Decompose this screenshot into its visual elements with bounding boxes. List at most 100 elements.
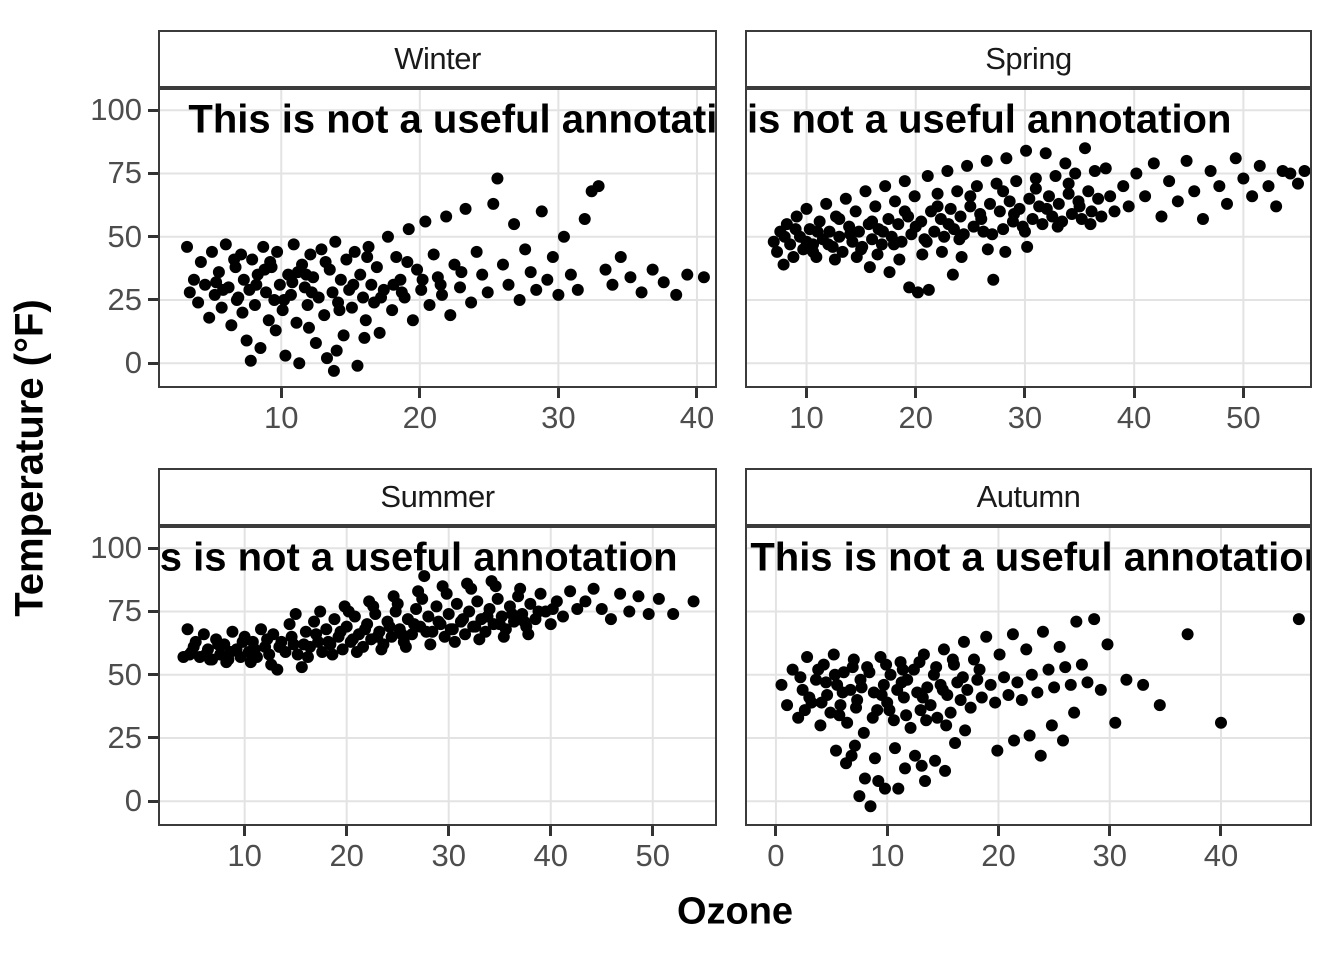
x-tick-label: 40 xyxy=(1116,400,1152,435)
x-tick-label: 30 xyxy=(541,400,576,435)
data-point xyxy=(359,623,372,636)
data-point xyxy=(1099,162,1112,175)
x-tick-mark xyxy=(556,388,560,398)
data-point xyxy=(866,215,879,228)
data-point xyxy=(541,273,554,286)
data-point xyxy=(373,326,386,339)
data-point xyxy=(961,159,974,172)
x-tick-mark xyxy=(447,826,451,836)
x-tick-label: 30 xyxy=(431,838,466,873)
data-point xyxy=(812,663,825,676)
data-point xyxy=(1180,154,1193,167)
data-point xyxy=(370,261,383,274)
data-point xyxy=(293,357,306,370)
x-tick-mark xyxy=(1241,388,1245,398)
data-point xyxy=(1181,628,1194,641)
data-point xyxy=(980,154,993,167)
y-tick-mark xyxy=(148,799,158,803)
y-tick-label: 0 xyxy=(124,345,142,381)
data-point xyxy=(931,711,944,724)
data-point xyxy=(496,258,509,271)
data-point xyxy=(595,602,608,615)
data-point xyxy=(928,225,941,238)
data-point xyxy=(895,676,908,689)
data-point xyxy=(858,772,871,785)
data-point xyxy=(866,233,879,246)
data-point xyxy=(1025,668,1038,681)
data-point xyxy=(1020,643,1033,656)
data-point xyxy=(473,633,486,646)
data-point xyxy=(1064,678,1077,691)
data-point xyxy=(924,699,937,712)
data-point xyxy=(964,701,977,714)
data-point xyxy=(309,336,322,349)
data-point xyxy=(199,278,212,291)
data-point xyxy=(876,225,889,238)
data-point xyxy=(418,570,431,583)
data-point xyxy=(931,187,944,200)
data-point xyxy=(278,293,291,306)
data-point xyxy=(329,235,342,248)
data-point xyxy=(986,228,999,241)
data-point xyxy=(423,299,436,312)
y-tick-mark xyxy=(148,108,158,112)
data-point xyxy=(181,240,194,253)
data-point xyxy=(250,278,263,291)
data-point xyxy=(212,638,225,651)
x-tick-label: 40 xyxy=(1203,838,1239,873)
points-group xyxy=(181,172,710,377)
data-point xyxy=(1109,716,1122,729)
data-point xyxy=(410,602,423,615)
data-point xyxy=(888,195,901,208)
data-point xyxy=(892,218,905,231)
data-point xyxy=(941,164,954,177)
data-point xyxy=(345,301,358,314)
data-point xyxy=(301,299,314,312)
data-point xyxy=(997,185,1010,198)
data-point xyxy=(920,714,933,727)
data-point xyxy=(794,671,807,684)
data-point xyxy=(646,263,659,276)
x-tick-mark xyxy=(1108,826,1112,836)
data-point xyxy=(316,645,329,658)
data-point xyxy=(787,250,800,263)
data-point xyxy=(518,615,531,628)
data-point xyxy=(334,625,347,638)
data-point xyxy=(283,618,296,631)
data-point xyxy=(524,597,537,610)
data-point xyxy=(1052,197,1065,210)
y-tick-mark xyxy=(148,298,158,302)
data-point xyxy=(909,220,922,233)
data-point xyxy=(308,615,321,628)
data-point xyxy=(255,623,268,636)
data-point xyxy=(989,696,1002,709)
data-point xyxy=(347,278,360,291)
data-point xyxy=(853,790,866,803)
data-point xyxy=(846,661,859,674)
x-tick-label: 10 xyxy=(789,400,824,435)
data-point xyxy=(318,309,331,322)
data-point xyxy=(444,309,457,322)
data-point xyxy=(1163,175,1176,188)
x-tick-mark xyxy=(345,826,349,836)
data-point xyxy=(301,651,314,664)
x-tick-mark xyxy=(243,826,247,836)
x-tick-label: 20 xyxy=(898,400,933,435)
x-axis-summer: 10 20 30 40 50 xyxy=(158,826,717,882)
data-point xyxy=(361,250,374,263)
data-point xyxy=(1031,686,1044,699)
data-point xyxy=(1039,147,1052,160)
data-point xyxy=(623,605,636,618)
data-point xyxy=(299,625,312,638)
x-tick-mark xyxy=(805,388,809,398)
data-point xyxy=(1008,734,1021,747)
data-point xyxy=(365,278,378,291)
data-point xyxy=(819,676,832,689)
data-point xyxy=(849,205,862,218)
data-point xyxy=(434,278,447,291)
y-tick-label: 50 xyxy=(107,656,142,692)
data-point xyxy=(454,281,467,294)
data-point xyxy=(642,608,655,621)
data-point xyxy=(522,628,535,641)
data-point xyxy=(469,620,482,633)
